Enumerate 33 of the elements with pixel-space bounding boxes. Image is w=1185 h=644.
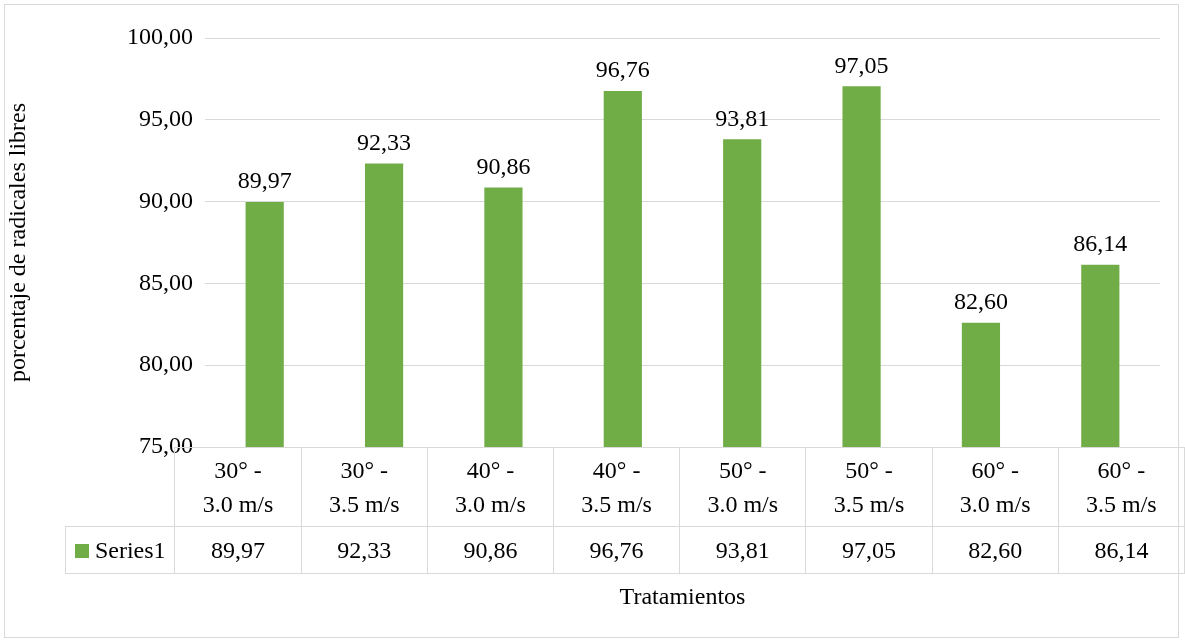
data-label: 90,86 [427,526,554,574]
x-tick-label: 30° - 3.5 m/s [301,447,428,527]
data-label: 92,33 [301,526,428,574]
text: 96,76 [595,56,650,83]
text: 97,05 [834,51,889,78]
y-axis-title: porcentaje de radicales libres [3,102,30,383]
data-label: 93,81 [679,526,806,574]
data-label: 97,05 [805,526,933,574]
y-tick-label: 85,00 [139,268,193,295]
legend-label: Series1 [65,526,175,574]
data-label: 86,14 [1058,526,1185,574]
x-tick-label: 60° - 3.5 m/s [1058,447,1185,527]
x-tick-label: 50° - 3.5 m/s [805,447,933,527]
text: 92,33 [357,128,412,155]
x-tick-label: 40° - 3.5 m/s [553,447,680,527]
x-tick-label: 50° - 3.0 m/s [679,447,806,527]
y-tick-label: 90,00 [139,186,193,213]
y-tick-label: 100,00 [127,23,193,50]
text: 93,81 [715,104,770,131]
text: 86,14 [1073,230,1128,257]
y-tick-label: 95,00 [139,105,193,132]
text: 90,86 [476,152,531,179]
x-tick-label: 60° - 3.0 m/s [932,447,1059,527]
text: 89,97 [237,167,292,194]
data-label: 89,97 [174,526,302,574]
data-label: 96,76 [553,526,680,574]
x-axis-title: Tratamientos [618,583,747,610]
text: 82,60 [953,287,1008,314]
y-tick-label: 80,00 [139,350,193,377]
x-tick-label: 30° - 3.0 m/s [202,457,274,517]
x-tick-label: 40° - 3.0 m/s [427,447,554,527]
y-tick-label: 75,00 [139,432,193,459]
data-label: 82,60 [932,526,1059,574]
